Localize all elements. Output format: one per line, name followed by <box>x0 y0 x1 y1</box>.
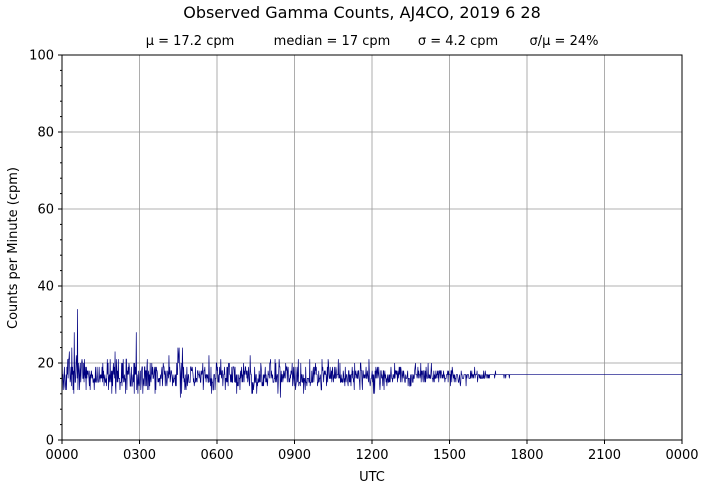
series-group <box>61 309 682 398</box>
y-axis: 0 20 40 60 80 100 <box>29 49 62 449</box>
y-tick-label: 100 <box>29 49 54 64</box>
chart-title: Observed Gamma Counts, AJ4CO, 2019 6 28 <box>183 3 541 22</box>
y-tick-label: 60 <box>37 203 54 218</box>
series-line <box>61 309 682 398</box>
y-tick-label: 40 <box>37 280 54 295</box>
x-tick-label: 0600 <box>200 448 233 463</box>
x-tick-label: 0000 <box>45 448 78 463</box>
x-axis-label: UTC <box>359 470 385 485</box>
stat-sigma: σ = 4.2 cpm <box>418 34 498 49</box>
x-tick-label: 0900 <box>278 448 311 463</box>
stat-mean: μ = 17.2 cpm <box>146 34 235 49</box>
x-tick-label: 1200 <box>355 448 388 463</box>
x-tick-label: 0300 <box>123 448 156 463</box>
y-tick-label: 80 <box>37 126 54 141</box>
y-tick-label: 20 <box>37 357 54 372</box>
grid <box>61 54 683 441</box>
stat-median: median = 17 cpm <box>274 34 391 49</box>
y-axis-label: Counts per Minute (cpm) <box>6 167 21 329</box>
x-tick-label: 1800 <box>510 448 543 463</box>
stat-ratio: σ/μ = 24% <box>530 34 599 49</box>
x-tick-label: 0000 <box>665 448 698 463</box>
y-tick-label: 0 <box>46 434 54 449</box>
x-axis: 0000 0300 0600 0900 1200 1500 1800 2100 0000 <box>45 440 699 463</box>
x-tick-label: 1500 <box>433 448 466 463</box>
x-tick-label: 2100 <box>588 448 621 463</box>
